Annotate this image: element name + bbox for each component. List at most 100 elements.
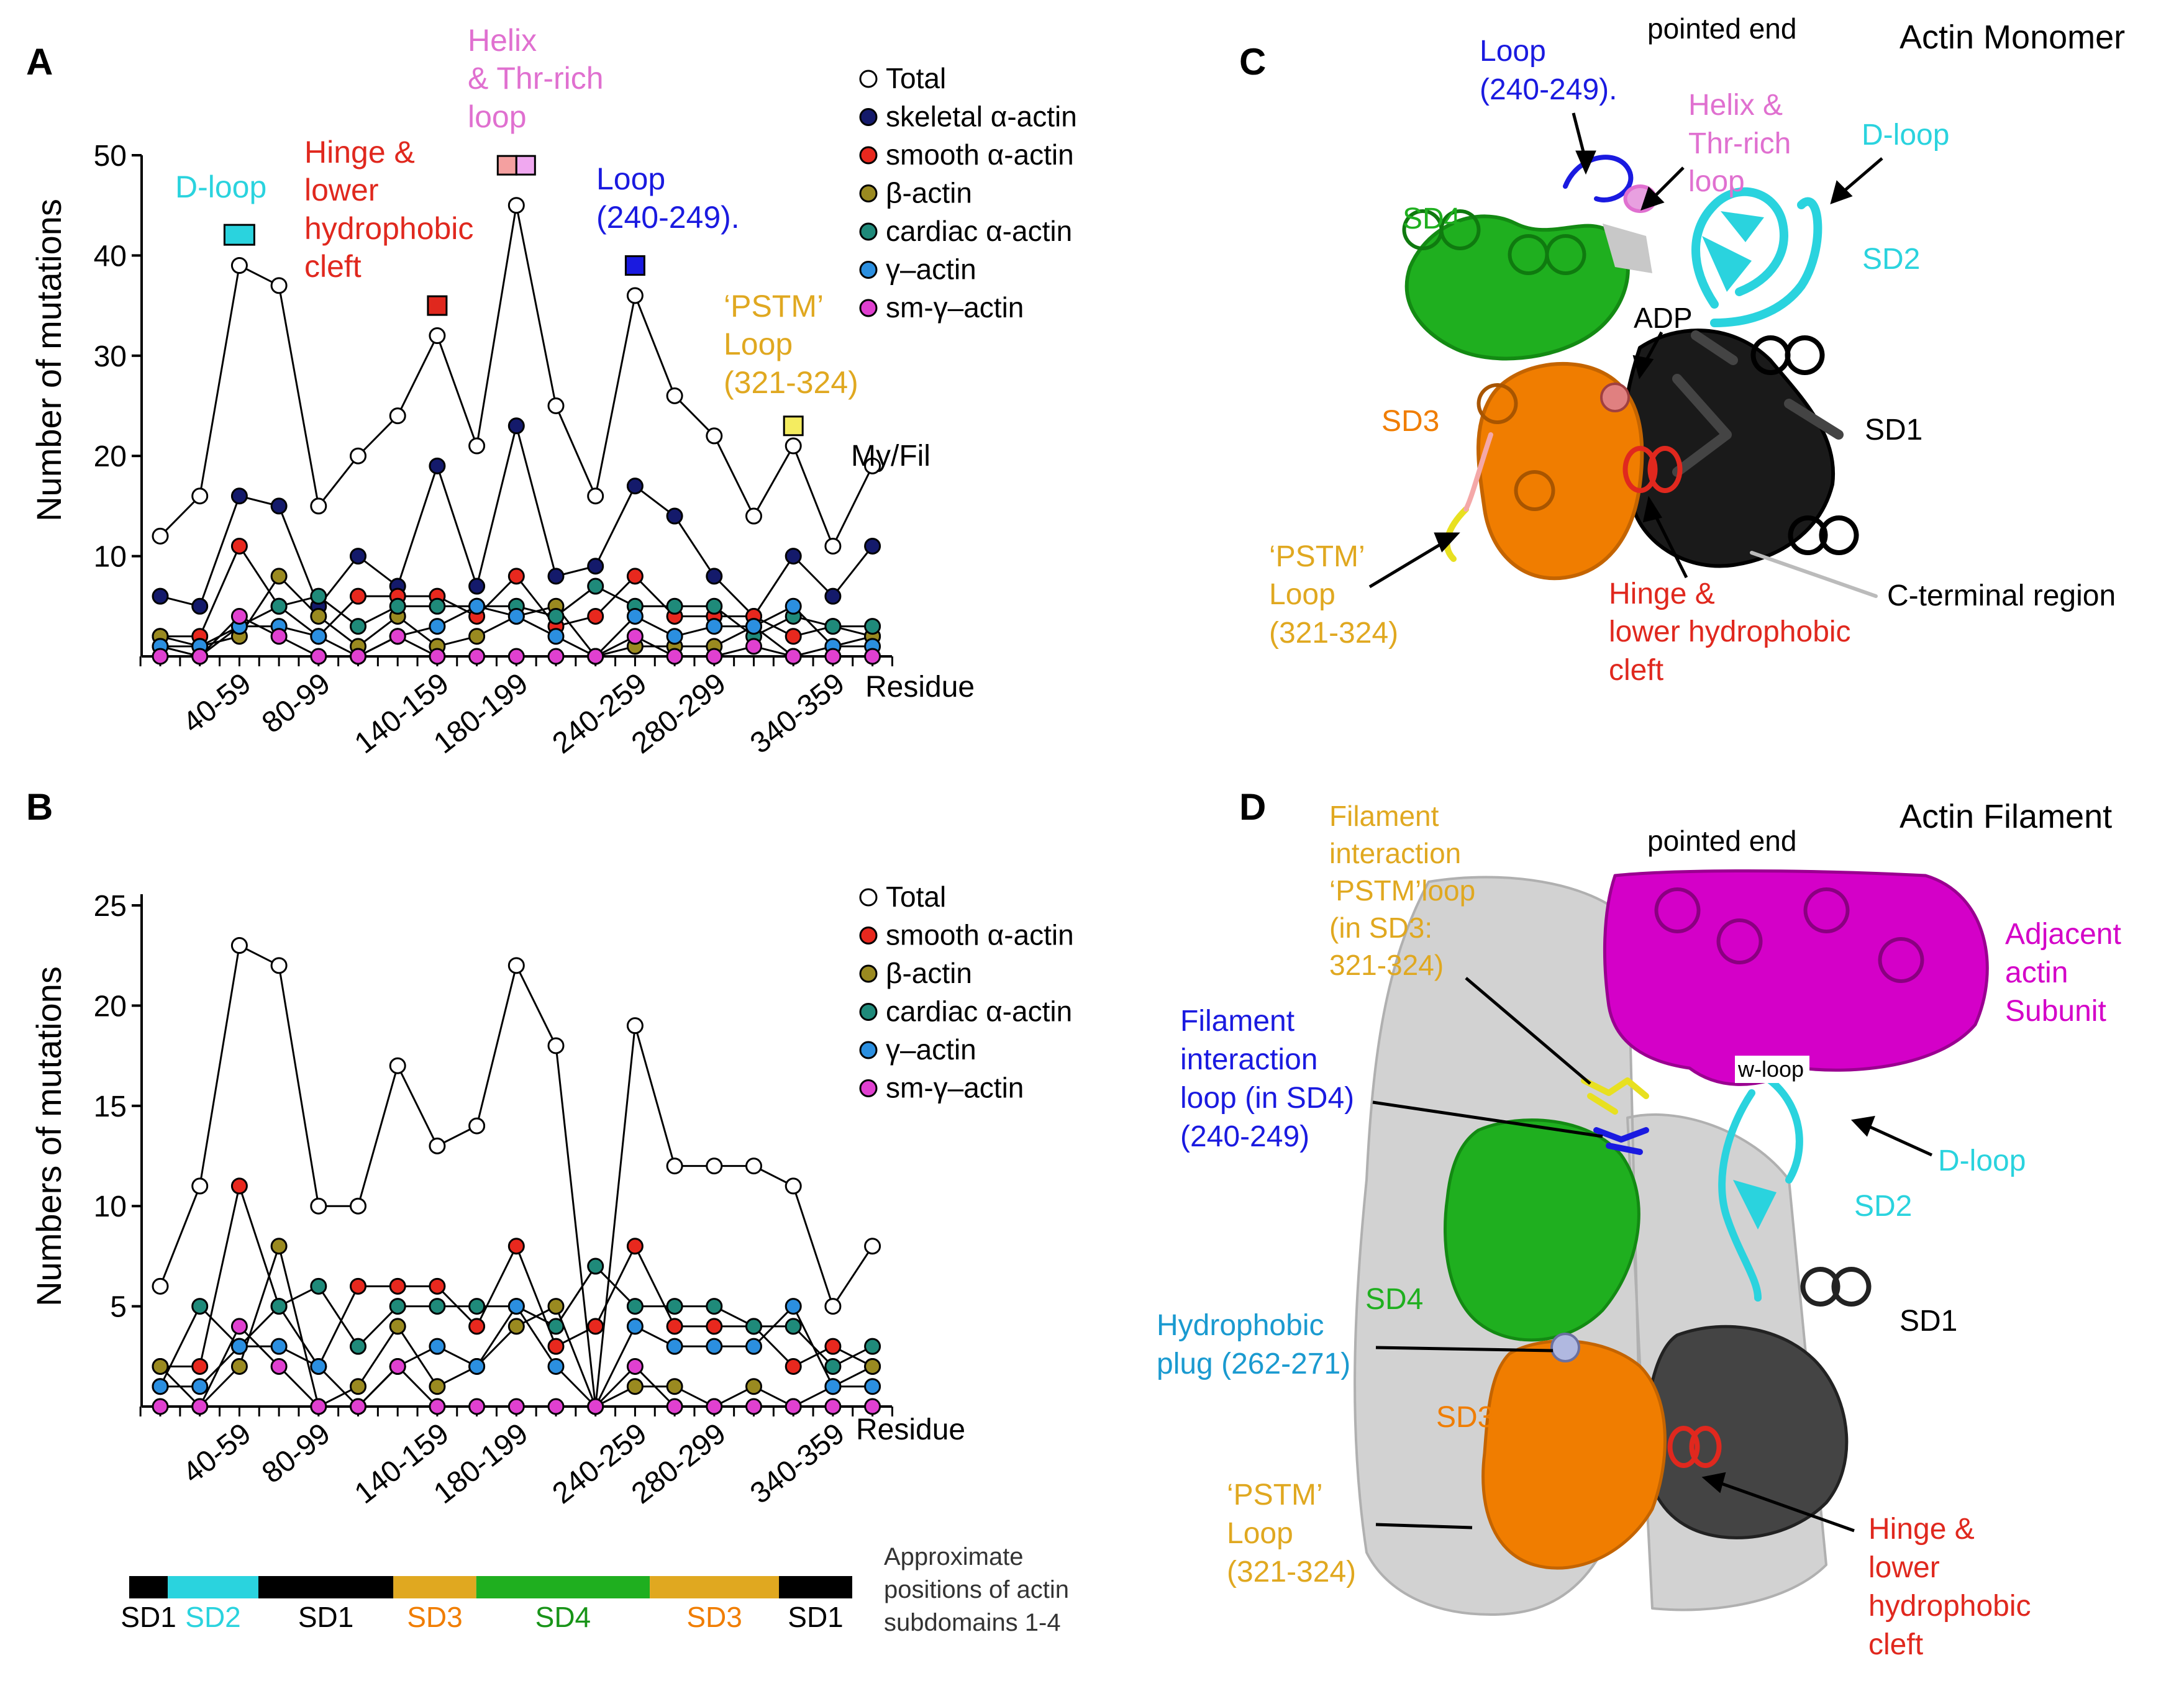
d-fil-loop-label: Filament interaction loop (in SD4) (240-… — [1180, 1005, 1362, 1153]
data-point-gamma — [429, 1338, 446, 1355]
data-point-beta — [626, 1378, 644, 1395]
annotation-marker-red — [427, 295, 448, 316]
d-plug-line: plug (262-271) — [1157, 1348, 1350, 1380]
data-point-smooth — [547, 1338, 565, 1355]
data-point-smgamma — [824, 1398, 842, 1415]
data-point-total — [824, 537, 842, 555]
pointer-fil-pstm — [1465, 977, 1591, 1085]
data-point-smgamma — [310, 648, 327, 665]
d-fil-pstm-line: Filament — [1329, 800, 1439, 832]
d-fil-loop-line: interaction — [1180, 1043, 1317, 1076]
sd4-helix — [1402, 209, 1586, 275]
subdomain-segment — [168, 1576, 258, 1598]
annotation-marker-helix-b — [515, 155, 536, 176]
subdomain-caption-line: positions of actin — [884, 1576, 1069, 1603]
data-point-gamma — [468, 597, 486, 615]
annotation-hinge-line: Hinge & — [304, 135, 415, 170]
data-point-smooth — [191, 1357, 209, 1375]
pointer-pstm — [1375, 1523, 1473, 1529]
data-point-total — [429, 327, 446, 345]
data-point-cardiac — [587, 578, 604, 595]
data-point-smooth — [587, 1318, 604, 1335]
subdomain-caption-line: Approximate — [884, 1543, 1024, 1570]
legend-label-smooth: smooth α-actin — [886, 919, 1074, 951]
x-tick-label: 40-59 — [177, 667, 257, 740]
data-point-smgamma — [626, 628, 644, 645]
data-point-gamma — [547, 1357, 565, 1375]
c-sd2-label: SD2 — [1862, 243, 1920, 276]
data-point-cardiac — [824, 1357, 842, 1375]
data-point-gamma — [745, 1338, 762, 1355]
d-fil-pstm-line: 321-324) — [1329, 949, 1444, 981]
d-fil-loop-line: (240-249) — [1180, 1120, 1309, 1153]
subdomain-segment — [129, 1576, 168, 1598]
data-point-gamma — [507, 607, 525, 625]
d-sd3-label: SD3 — [1436, 1401, 1494, 1434]
sd2-sheet — [1702, 211, 1764, 292]
pointer-plug — [1375, 1346, 1554, 1353]
c-pstm-line: (321-324) — [1269, 617, 1398, 650]
legend-marker-skeletal — [859, 108, 878, 126]
data-point-total — [666, 1158, 683, 1175]
annotation-helix-label: Helix & Thr-rich loop — [468, 23, 612, 134]
data-point-smgamma — [350, 648, 366, 665]
d-pstm-sticks — [1581, 1077, 1649, 1115]
data-point-total — [468, 437, 486, 455]
data-point-gamma — [785, 597, 802, 615]
x-tick-label: 40-59 — [177, 1417, 257, 1490]
data-point-beta — [507, 1318, 525, 1335]
sd1-strand — [1672, 330, 1844, 477]
annotation-helix-line: loop — [468, 99, 527, 134]
c-loop240-line: Loop — [1480, 35, 1546, 68]
c-cterm-label: C-terminal region — [1887, 579, 2116, 612]
data-point-total — [706, 1158, 723, 1175]
data-point-cardiac — [785, 1318, 802, 1335]
c-hinge-line: lower hydrophobic — [1609, 615, 1851, 648]
c-helix-line: loop — [1688, 165, 1745, 198]
d-sd2-sheet — [1733, 1180, 1777, 1230]
panel-c-title: Actin Monomer — [1900, 19, 2125, 56]
data-point-gamma — [547, 628, 565, 645]
annotation-helix-line: Helix — [468, 23, 537, 58]
data-point-cardiac — [824, 618, 842, 635]
annotation-dloop-label: D-loop — [175, 170, 266, 204]
c-loop240-label: Loop (240-249). — [1480, 35, 1617, 106]
data-point-smgamma — [587, 648, 604, 665]
annotation-marker-gold — [783, 415, 804, 437]
data-point-smgamma — [152, 1398, 169, 1415]
legend-label-gamma: γ–actin — [886, 253, 976, 286]
legend-marker-smgamma — [859, 1079, 878, 1097]
adp-ligand — [1600, 383, 1630, 412]
data-point-total — [230, 937, 248, 954]
x-tick-label: 80-99 — [256, 1417, 336, 1490]
data-point-smgamma — [468, 648, 486, 665]
legend-label-cardiac: cardiac α-actin — [886, 215, 1072, 247]
sd3-helix — [1476, 383, 1555, 511]
data-point-skeletal — [152, 587, 169, 605]
data-point-beta — [230, 1357, 248, 1375]
panel-b-series — [152, 937, 881, 1415]
annotation-loop240-label: Loop (240-249). — [596, 161, 740, 235]
arrow-loop240-head — [1575, 150, 1596, 175]
data-point-total — [468, 1117, 486, 1135]
sd3-ribbon — [1476, 361, 1644, 581]
d-pstm-line: (321-324) — [1227, 1556, 1356, 1588]
data-point-total — [507, 957, 525, 974]
data-point-gamma — [468, 1357, 486, 1375]
panel-a-series — [152, 197, 881, 665]
data-point-total — [310, 497, 327, 515]
sd1-helix — [1750, 335, 1859, 555]
d-fil-loop-line: loop (in SD4) — [1180, 1082, 1354, 1115]
panel-c: C Actin Monomer pointed end — [1239, 12, 2125, 687]
legend-marker-total — [859, 70, 878, 88]
panel-a-y-ticks: 10 20 30 40 50 — [94, 140, 142, 574]
data-point-gamma — [507, 1298, 525, 1315]
data-point-skeletal — [270, 497, 288, 515]
legend-label-beta: β-actin — [886, 177, 972, 209]
data-point-smgamma — [785, 1398, 802, 1415]
data-point-beta — [389, 1318, 406, 1335]
legend-label-total: Total — [886, 881, 946, 913]
data-point-beta — [350, 1378, 366, 1395]
y-tick-label: 10 — [94, 1190, 127, 1223]
